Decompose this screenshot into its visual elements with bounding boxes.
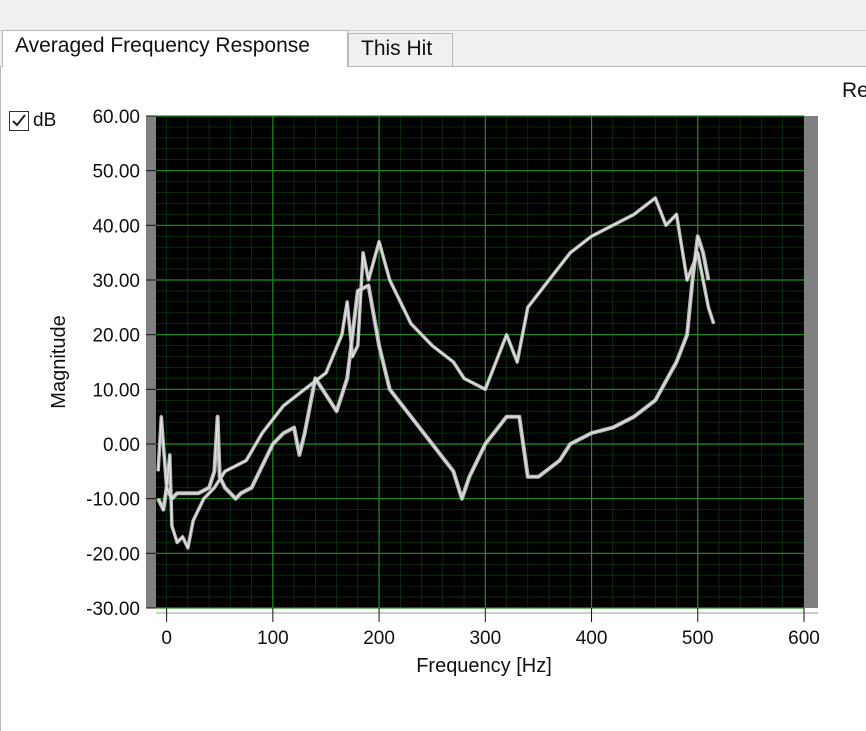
db-checkbox[interactable] — [9, 111, 29, 131]
tab-label: Averaged Frequency Response — [15, 34, 310, 57]
y-tick-label: -10.00 — [86, 490, 140, 511]
tab-strip: Averaged Frequency Response This Hit — [0, 30, 866, 67]
x-axis-label: Frequency [Hz] — [416, 655, 552, 677]
tab-averaged-frequency-response[interactable]: Averaged Frequency Response — [2, 30, 348, 67]
y-tick-label: 40.00 — [92, 216, 140, 237]
x-tick-label: 500 — [682, 628, 714, 649]
series-line-highlight-2 — [157, 236, 709, 512]
y-axis-label: Magnitude — [48, 315, 70, 408]
plot-area[interactable] — [156, 116, 804, 608]
y-tick-label: 0.00 — [103, 435, 140, 456]
traces — [156, 196, 716, 550]
db-toggle[interactable]: dB — [9, 110, 56, 132]
x-tick-label: 0 — [161, 628, 172, 649]
y-tick-label: 10.00 — [92, 380, 140, 401]
tab-this-hit[interactable]: This Hit — [348, 33, 453, 67]
y-tick-label: 60.00 — [92, 107, 140, 128]
x-tick-label: 100 — [257, 628, 289, 649]
clipped-label: Re — [842, 79, 866, 102]
y-tick-label: 50.00 — [92, 162, 140, 183]
db-label: dB — [33, 110, 57, 131]
x-axis: 0 100 200 300 400 500 600 — [156, 608, 820, 649]
checkmark-icon — [12, 114, 26, 127]
x-tick-label: 300 — [469, 628, 501, 649]
y-tick-label: 30.00 — [92, 271, 140, 292]
x-tick-label: 200 — [363, 628, 395, 649]
y-tick-label: -20.00 — [86, 544, 140, 565]
x-tick-label: 400 — [576, 628, 608, 649]
grid — [156, 115, 805, 609]
tab-label: This Hit — [361, 37, 433, 60]
y-tick-label: 20.00 — [92, 326, 140, 347]
x-tick-label: 600 — [788, 628, 820, 649]
y-tick-label: -30.00 — [86, 599, 140, 620]
y-axis: -30.00 -20.00 -10.00 0.00 10.00 20.00 30.00 40.… — [86, 107, 156, 620]
series-line-highlight-1 — [157, 197, 715, 550]
window-top-band — [0, 0, 866, 31]
